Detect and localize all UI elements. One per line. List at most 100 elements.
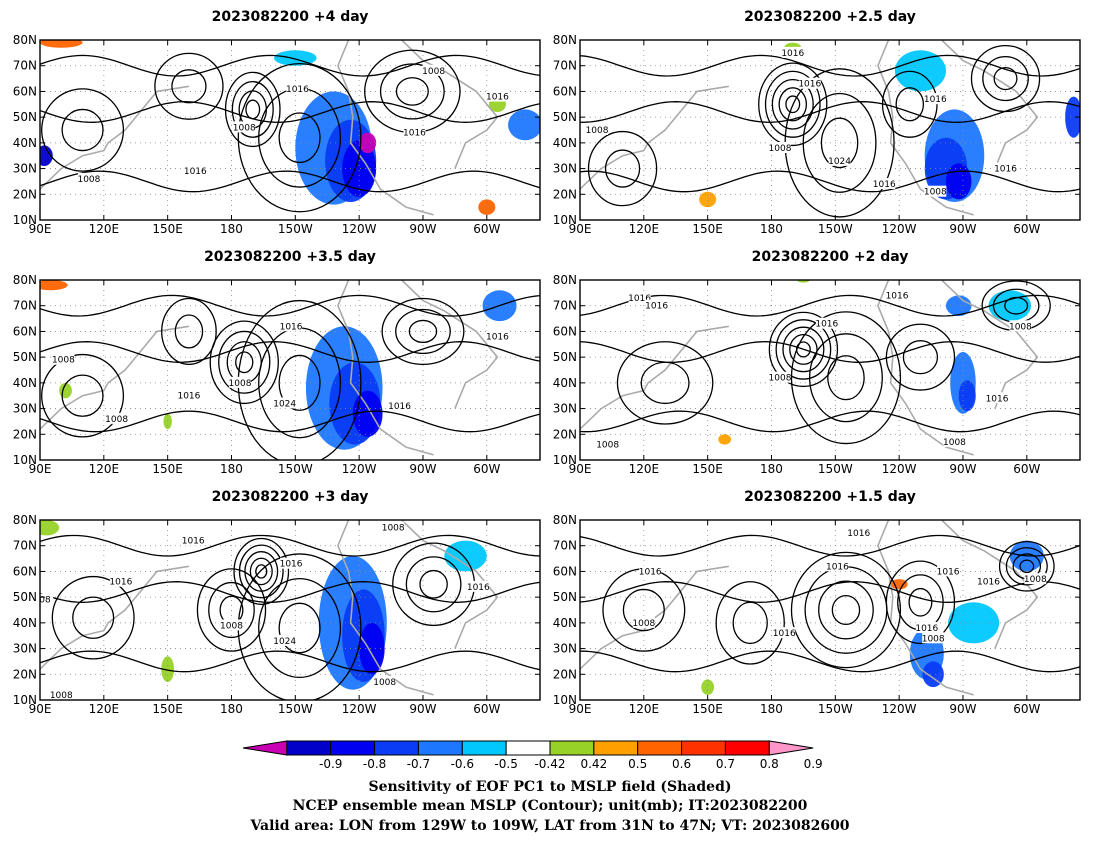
lon-tick-label: 150W bbox=[818, 462, 853, 476]
mslp-contour bbox=[208, 581, 255, 639]
lon-tick-label: 150E bbox=[692, 222, 723, 236]
lon-tick-label: 120W bbox=[342, 222, 377, 236]
contour-label: 1016 bbox=[182, 537, 205, 547]
lat-tick-label: 30N bbox=[553, 402, 577, 416]
contour-label: 1008 bbox=[769, 374, 792, 384]
shaded-region bbox=[508, 109, 540, 141]
shaded-region bbox=[948, 602, 1000, 644]
lat-tick-label: 10N bbox=[553, 693, 577, 707]
mslp-contour bbox=[278, 602, 321, 654]
lon-tick-label: 150W bbox=[278, 462, 313, 476]
colorbar-label: -0.5 bbox=[494, 757, 517, 771]
shaded-region bbox=[163, 413, 172, 430]
contour-label: 1016 bbox=[467, 583, 490, 593]
lat-tick-label: 30N bbox=[13, 642, 37, 656]
contour-label-bg bbox=[177, 389, 200, 401]
panel-title: 2023082200 +3.5 day bbox=[204, 249, 376, 265]
panel-title: 2023082200 +2 day bbox=[752, 249, 909, 265]
lon-tick-label: 180 bbox=[760, 462, 783, 476]
contour-label-bg bbox=[924, 93, 947, 105]
mslp-contour bbox=[993, 66, 1018, 91]
contour-label-bg bbox=[632, 616, 655, 628]
mslp-contour bbox=[808, 333, 883, 423]
mslp-contour bbox=[1019, 559, 1035, 574]
contour-label: 1008 bbox=[943, 438, 966, 448]
contour-label-bg bbox=[596, 438, 619, 450]
contour-label-bg bbox=[50, 688, 73, 700]
contour-label-bg bbox=[798, 77, 821, 89]
colorbar-label: -0.7 bbox=[407, 757, 430, 771]
map-frame bbox=[579, 519, 1081, 701]
shaded-region bbox=[478, 199, 496, 215]
mslp-contour bbox=[231, 81, 274, 138]
mslp-contour bbox=[233, 537, 290, 605]
contour-label-bg bbox=[1009, 320, 1032, 332]
mslp-contour bbox=[40, 54, 540, 77]
panel-title: 2023082200 +1.5 day bbox=[744, 489, 916, 505]
colorbar-max-arrow bbox=[768, 740, 814, 756]
contour-label-bg bbox=[220, 619, 243, 631]
contour-label: 1016 bbox=[639, 567, 662, 577]
contour-label: 1016 bbox=[781, 49, 804, 59]
lon-tick-label: 150E bbox=[152, 702, 183, 716]
lat-tick-label: 10N bbox=[13, 693, 37, 707]
lon-tick-label: 60W bbox=[473, 222, 500, 236]
shaded-region bbox=[890, 579, 908, 590]
mslp-contour bbox=[580, 101, 1080, 123]
lat-tick-label: 20N bbox=[13, 187, 37, 201]
lat-tick-label: 50N bbox=[553, 110, 577, 124]
lat-tick-label: 40N bbox=[13, 376, 37, 390]
lon-tick-label: 90W bbox=[409, 222, 436, 236]
contour-label-bg bbox=[109, 575, 132, 587]
contour-label-bg bbox=[233, 121, 256, 133]
lat-tick-label: 70N bbox=[553, 59, 577, 73]
mslp-contour bbox=[40, 410, 540, 433]
map-frame bbox=[579, 39, 1081, 221]
coastline bbox=[337, 520, 434, 696]
colorbar-swatch bbox=[417, 740, 463, 756]
shaded-region bbox=[945, 295, 972, 317]
contour-label: 1016 bbox=[280, 560, 303, 570]
coastline bbox=[337, 280, 434, 456]
lat-tick-label: 50N bbox=[13, 350, 37, 364]
lat-tick-label: 40N bbox=[13, 136, 37, 150]
lon-tick-label: 150E bbox=[152, 462, 183, 476]
mslp-contour bbox=[818, 580, 874, 640]
contour-label-bg bbox=[639, 565, 662, 577]
contour-label-bg bbox=[873, 178, 896, 189]
shaded-region bbox=[988, 290, 1032, 322]
contour-label-bg bbox=[586, 124, 609, 135]
contour-label-bg bbox=[373, 676, 396, 687]
mslp-contour bbox=[982, 55, 1029, 102]
contour-label: 1016 bbox=[184, 167, 207, 177]
colorbar-swatch bbox=[374, 740, 419, 756]
lat-tick-label: 70N bbox=[13, 539, 37, 553]
lat-tick-label: 20N bbox=[553, 427, 577, 441]
coastline bbox=[580, 325, 730, 430]
contour-label-bg bbox=[273, 397, 296, 409]
lat-tick-label: 70N bbox=[13, 299, 37, 313]
mslp-contour bbox=[171, 69, 207, 104]
mslp-contour bbox=[782, 326, 825, 373]
contour-label-bg bbox=[937, 565, 960, 577]
mslp-contour bbox=[604, 149, 641, 188]
mslp-contour bbox=[908, 587, 933, 617]
coastline bbox=[337, 40, 434, 216]
lat-tick-label: 50N bbox=[13, 110, 37, 124]
lat-tick-label: 70N bbox=[553, 299, 577, 313]
contour-label: 1008 bbox=[586, 126, 609, 136]
colorbar-label: 0.7 bbox=[716, 757, 735, 771]
lon-tick-label: 120W bbox=[882, 462, 917, 476]
coastline bbox=[877, 280, 974, 456]
shaded-region bbox=[1065, 96, 1080, 138]
mslp-contour bbox=[249, 557, 273, 586]
contour-label: 1008 bbox=[382, 524, 405, 534]
colorbar: -0.9 -0.8 -0.7 -0.6 -0.5 -0.42 0.42 0.5 0.6 0.7 0.… bbox=[242, 740, 823, 771]
contour-label-bg bbox=[781, 46, 804, 58]
lat-tick-label: 10N bbox=[553, 453, 577, 467]
mslp-contour bbox=[40, 341, 540, 363]
mslp-contour bbox=[395, 77, 429, 106]
